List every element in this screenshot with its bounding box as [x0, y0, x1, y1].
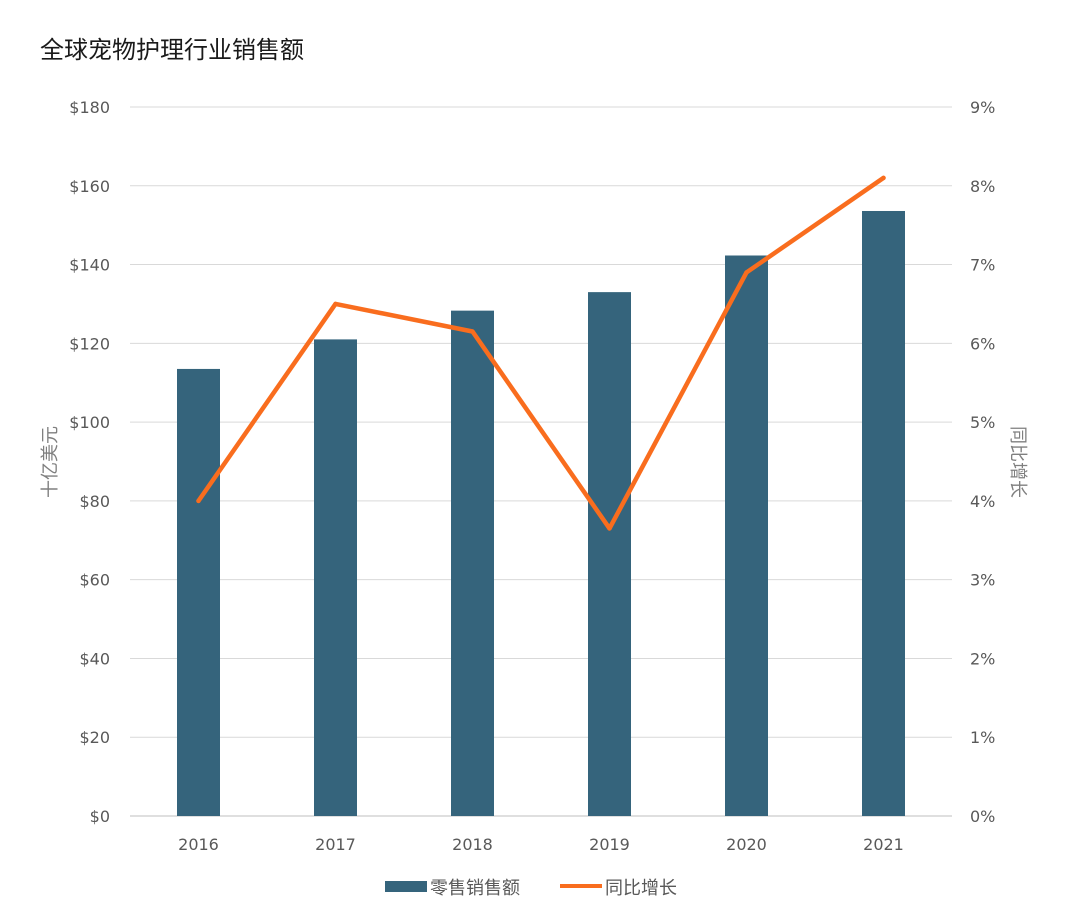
left-tick-label: $160: [69, 177, 110, 196]
line-point: [744, 270, 749, 275]
line-point: [470, 329, 475, 334]
x-tick-label: 2020: [726, 835, 767, 854]
left-tick-label: $40: [79, 649, 110, 668]
line-point: [196, 498, 201, 504]
left-tick-label: $140: [69, 256, 110, 275]
bar: [862, 210, 905, 816]
line-point: [881, 175, 886, 181]
x-tick-label: 2021: [863, 835, 904, 854]
left-tick-label: $120: [69, 334, 110, 353]
sales-bars: [177, 210, 905, 817]
x-tick-label: 2018: [452, 835, 493, 854]
growth-line: [196, 175, 886, 531]
x-axis-ticks: 2016 2017 2018 2019 2020 2021: [178, 835, 904, 854]
right-tick-label: 1%: [970, 728, 995, 747]
right-tick-label: 6%: [970, 334, 995, 353]
gridlines: [130, 106, 952, 817]
line-point: [607, 526, 612, 531]
left-tick-label: $80: [79, 492, 110, 511]
right-tick-label: 5%: [970, 413, 995, 432]
chart-title: 全球宠物护理行业销售额: [40, 36, 304, 64]
right-tick-label: 8%: [970, 177, 995, 196]
right-axis-title: 同比增长: [1007, 426, 1028, 498]
left-tick-label: $180: [69, 98, 110, 117]
right-tick-label: 0%: [970, 807, 995, 826]
left-axis-ticks: $0 $20 $40 $60 $80 $100 $120 $140 $160 $180: [69, 98, 110, 826]
left-tick-label: $100: [69, 413, 110, 432]
bar: [177, 368, 220, 816]
right-tick-label: 4%: [970, 492, 995, 511]
right-tick-label: 9%: [970, 98, 995, 117]
x-tick-label: 2019: [589, 835, 630, 854]
legend-line-label: 同比增长: [605, 878, 677, 899]
bar: [314, 339, 357, 816]
legend-bar-swatch: [385, 881, 427, 892]
right-tick-label: 3%: [970, 571, 995, 590]
left-tick-label: $20: [79, 728, 110, 747]
bar: [451, 310, 494, 816]
right-tick-label: 2%: [970, 649, 995, 668]
x-tick-label: 2016: [178, 835, 219, 854]
left-axis-title: 十亿美元: [40, 426, 61, 498]
right-tick-label: 7%: [970, 256, 995, 275]
left-tick-label: $0: [90, 807, 110, 826]
x-tick-label: 2017: [315, 835, 356, 854]
legend: 零售销售额 同比增长: [385, 878, 677, 899]
growth-line-path: [196, 175, 886, 531]
bar: [588, 292, 631, 816]
left-tick-label: $60: [79, 571, 110, 590]
line-point: [333, 301, 338, 307]
right-axis-ticks: 0% 1% 2% 3% 4% 5% 6% 7% 8% 9%: [970, 98, 995, 826]
legend-bar-label: 零售销售额: [430, 878, 520, 899]
bar: [725, 255, 768, 817]
